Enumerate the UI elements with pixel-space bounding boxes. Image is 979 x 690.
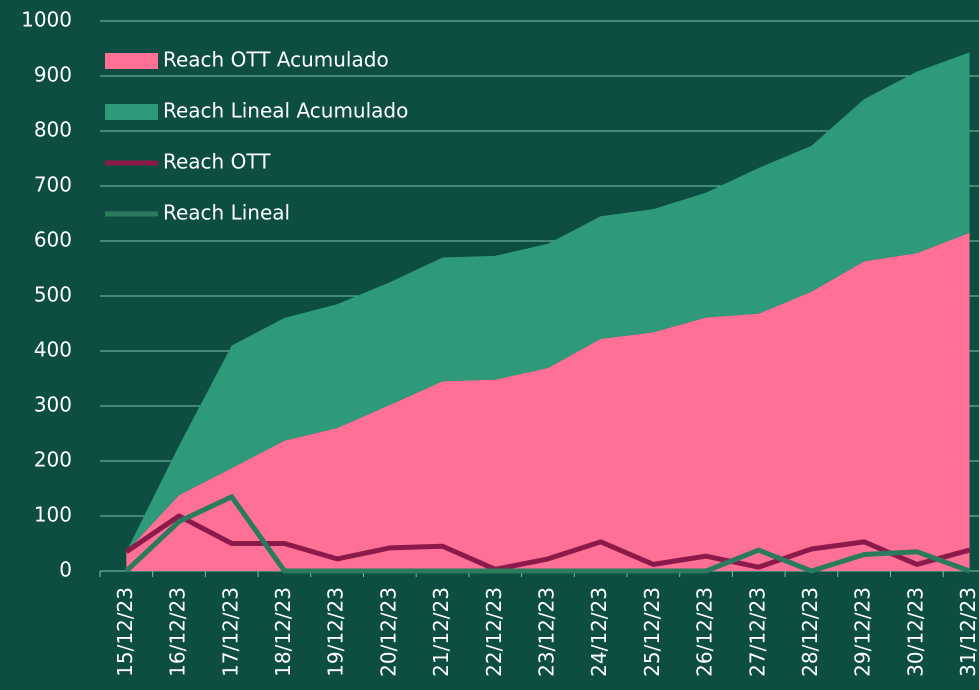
area bbox=[126, 232, 970, 571]
y-tick-label: 900 bbox=[34, 63, 72, 87]
x-tick-label: 18/12/23 bbox=[271, 587, 295, 677]
legend-swatch bbox=[105, 53, 158, 69]
legend-label: Reach Lineal Acumulado bbox=[163, 99, 408, 123]
y-tick-label: 400 bbox=[34, 338, 72, 362]
y-tick-label: 100 bbox=[34, 503, 72, 527]
x-tick-label: 29/12/23 bbox=[851, 587, 875, 677]
x-tick-label: 16/12/23 bbox=[166, 587, 190, 677]
x-tick-label: 19/12/23 bbox=[324, 587, 348, 677]
y-tick-label: 200 bbox=[34, 448, 72, 472]
x-tick-label: 20/12/23 bbox=[376, 587, 400, 677]
x-tick-label: 21/12/23 bbox=[429, 587, 453, 677]
y-tick-label: 800 bbox=[34, 118, 72, 142]
x-tick-label: 27/12/23 bbox=[745, 587, 769, 677]
legend-label: Reach OTT Acumulado bbox=[163, 48, 389, 72]
x-tick-label: 22/12/23 bbox=[482, 587, 506, 677]
y-tick-label: 0 bbox=[59, 558, 72, 582]
y-tick-label: 1000 bbox=[21, 8, 72, 32]
x-tick-label: 28/12/23 bbox=[798, 587, 822, 677]
legend-swatch bbox=[105, 104, 158, 120]
x-tick-label: 26/12/23 bbox=[693, 587, 717, 677]
x-tick-label: 23/12/23 bbox=[534, 587, 558, 677]
x-tick-label: 31/12/23 bbox=[956, 587, 979, 677]
line bbox=[124, 494, 971, 574]
x-tick-label: 17/12/23 bbox=[218, 587, 242, 677]
x-tick-label: 25/12/23 bbox=[640, 587, 664, 677]
legend-label: Reach OTT bbox=[163, 150, 271, 174]
y-tick-label: 300 bbox=[34, 393, 72, 417]
area bbox=[126, 52, 970, 552]
y-tick-label: 500 bbox=[34, 283, 72, 307]
x-tick-label: 24/12/23 bbox=[587, 587, 611, 677]
legend-label: Reach Lineal bbox=[163, 201, 290, 225]
y-tick-label: 700 bbox=[34, 173, 72, 197]
x-tick-label: 15/12/23 bbox=[113, 587, 137, 677]
y-tick-label: 600 bbox=[34, 228, 72, 252]
x-tick-label: 30/12/23 bbox=[903, 587, 927, 677]
